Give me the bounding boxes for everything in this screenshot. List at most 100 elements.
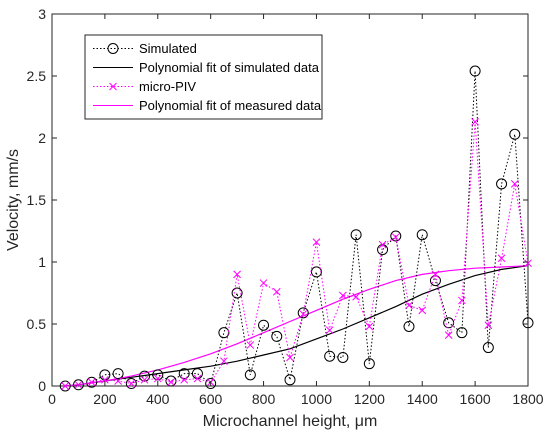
y-tick-label: 0.5 xyxy=(27,316,47,332)
data-point-x xyxy=(114,377,122,385)
data-point-circle xyxy=(107,43,119,54)
legend-entry: micro-PIV xyxy=(93,79,196,94)
data-point-circle xyxy=(469,65,481,77)
y-tick-label: 2 xyxy=(38,130,46,146)
data-point-x xyxy=(87,378,96,387)
data-point-circle xyxy=(152,369,164,381)
data-point-circle xyxy=(244,369,256,381)
data-point-circle xyxy=(271,330,283,342)
data-point-circle xyxy=(324,350,336,362)
data-point-x xyxy=(431,270,440,279)
data-point-circle xyxy=(178,368,190,380)
data-point-x xyxy=(259,279,268,287)
data-point-circle xyxy=(390,230,402,242)
legend-entry: Polynomial fit of measured data xyxy=(93,98,322,113)
data-point-circle xyxy=(456,327,468,339)
data-point-circle xyxy=(363,358,375,370)
data-point-circle xyxy=(522,317,534,329)
data-point-circle xyxy=(337,351,349,363)
legend-entry: Simulated xyxy=(93,41,197,56)
data-point-circle xyxy=(284,374,296,386)
data-point-x xyxy=(339,291,347,300)
x-tick-label: 1600 xyxy=(460,391,491,407)
data-point-circle xyxy=(125,378,137,390)
data-point-x xyxy=(286,353,294,362)
y-tick-label: 2.5 xyxy=(27,68,47,84)
legend-label: Simulated xyxy=(139,41,197,56)
x-tick-label: 1000 xyxy=(301,391,332,407)
data-point-x xyxy=(312,238,321,247)
data-point-circle xyxy=(86,376,98,388)
data-point-circle xyxy=(297,307,309,319)
data-point-x xyxy=(74,380,83,389)
tick-layer: 0 200 400 600 800 1000 1200 1400 1600 1800 0 0.5 1 1.… xyxy=(27,6,544,407)
legend-label: micro-PIV xyxy=(139,79,196,94)
data-point-circle xyxy=(482,342,494,354)
data-point-circle xyxy=(139,370,151,382)
legend-label: Polynomial fit of measured data xyxy=(139,98,322,113)
data-point-x xyxy=(497,254,506,263)
data-point-x xyxy=(510,180,519,188)
data-point-circle xyxy=(205,378,217,390)
data-point-x xyxy=(444,331,453,340)
data-point-circle xyxy=(59,380,71,392)
fit-curve xyxy=(65,265,529,387)
data-point-circle xyxy=(416,229,428,241)
series-line-dotted xyxy=(65,121,529,387)
x-tick-label: 1400 xyxy=(407,391,438,407)
data-point-x xyxy=(524,259,532,268)
data-point-circle xyxy=(258,319,270,331)
x-axis-label: Microchannel height, μm xyxy=(203,413,378,430)
data-point-x xyxy=(418,306,427,315)
data-point-circle xyxy=(496,178,508,190)
data-point-x xyxy=(352,292,360,301)
data-point-circle xyxy=(112,368,124,380)
data-point-x xyxy=(127,379,136,388)
legend: Simulated Polynomial fit of simulated dat… xyxy=(84,34,323,120)
data-point-x xyxy=(246,341,255,349)
series-2 xyxy=(61,118,532,390)
series-1 xyxy=(65,265,529,387)
data-point-x xyxy=(378,240,387,249)
data-point-x xyxy=(153,374,162,383)
data-point-x xyxy=(365,322,374,331)
x-tick-label: 0 xyxy=(48,391,56,407)
data-point-x xyxy=(325,326,334,335)
data-point-x xyxy=(484,321,493,330)
legend-label: Polynomial fit of simulated data xyxy=(139,60,320,75)
data-point-circle xyxy=(509,128,521,140)
series-3 xyxy=(65,265,529,387)
x-tick-label: 200 xyxy=(93,391,117,407)
data-point-x xyxy=(109,82,117,91)
y-tick-label: 1 xyxy=(38,254,46,270)
data-point-x xyxy=(220,357,228,366)
data-point-x xyxy=(140,375,149,384)
x-tick-label: 400 xyxy=(146,391,170,407)
data-point-x xyxy=(167,378,175,387)
data-point-x xyxy=(233,270,241,279)
x-tick-label: 800 xyxy=(252,391,276,407)
y-tick-label: 3 xyxy=(38,6,46,22)
y-tick-label: 1.5 xyxy=(27,192,47,208)
legend-entry: Polynomial fit of simulated data xyxy=(93,60,320,75)
data-point-x xyxy=(61,382,70,390)
data-point-circle xyxy=(350,229,362,241)
data-point-x xyxy=(101,375,109,384)
fit-curve xyxy=(65,265,529,387)
data-point-circle xyxy=(231,287,243,299)
x-tick-label: 1800 xyxy=(512,391,543,407)
data-point-x xyxy=(458,296,466,305)
y-tick-label: 0 xyxy=(38,378,46,394)
data-point-x xyxy=(391,233,400,242)
y-axis-label: Velocity, mm/s xyxy=(5,149,22,251)
data-point-x xyxy=(299,310,308,318)
data-point-circle xyxy=(403,320,415,332)
data-point-x xyxy=(193,374,202,383)
data-point-x xyxy=(272,287,281,296)
series-layer xyxy=(59,65,534,392)
data-point-x xyxy=(471,118,479,126)
x-tick-label: 600 xyxy=(199,391,223,407)
x-tick-label: 1200 xyxy=(354,391,385,407)
data-point-x xyxy=(405,301,413,310)
